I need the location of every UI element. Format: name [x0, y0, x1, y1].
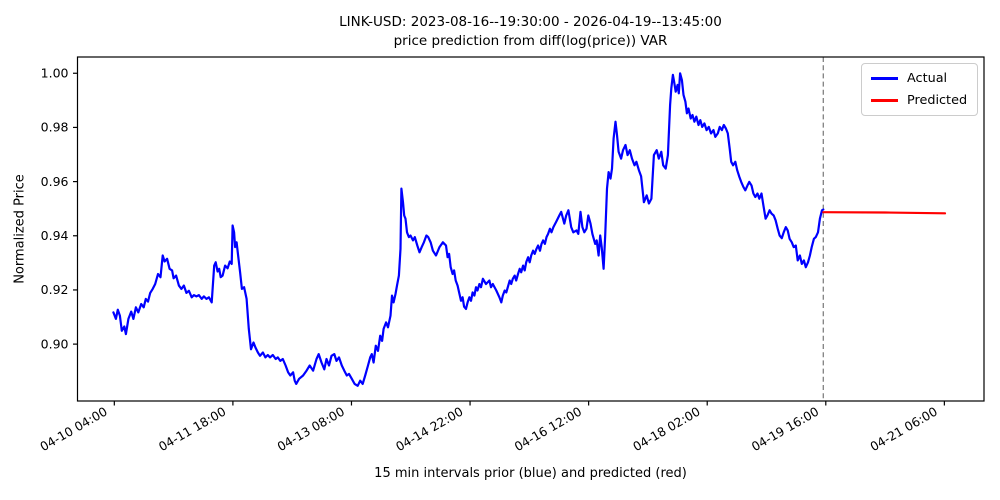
predicted-series-line	[822, 211, 947, 215]
y-tick-label: 0.96	[41, 174, 69, 189]
y-tick-label: 0.94	[41, 228, 69, 243]
chart-title: LINK-USD: 2023-08-16--19:30:00 - 2026-04…	[77, 13, 984, 50]
x-tick-label: 04-18 02:00	[631, 404, 703, 454]
y-tick-label: 1.00	[41, 66, 69, 81]
legend-item-predicted: Predicted	[871, 92, 967, 109]
chart-title-line2: price prediction from diff(log(price)) V…	[393, 32, 668, 49]
y-axis-label: Normalized Price	[12, 174, 28, 284]
x-tick-label: 04-19 16:00	[749, 404, 821, 454]
x-tick-label: 04-16 12:00	[512, 404, 584, 454]
legend-label: Predicted	[907, 93, 968, 108]
x-tick-label: 04-11 18:00	[156, 404, 228, 454]
legend-line-swatch	[871, 77, 898, 80]
legend-line-swatch	[871, 99, 898, 102]
legend-item-actual: Actual	[871, 70, 967, 87]
x-axis-label: 15 min intervals prior (blue) and predic…	[374, 466, 687, 481]
y-tick-label: 0.98	[41, 120, 69, 135]
plot-border	[76, 56, 985, 402]
x-tick-label: 04-14 22:00	[394, 404, 466, 454]
actual-series-line	[112, 72, 825, 387]
x-tick-label: 04-13 08:00	[275, 404, 347, 454]
y-tick-label: 0.92	[41, 282, 69, 297]
x-tick-label: 04-21 06:00	[868, 404, 940, 454]
x-tick-label: 04-10 04:00	[38, 404, 110, 454]
legend-label: Actual	[907, 71, 948, 86]
y-tick-label: 0.90	[41, 336, 69, 351]
chart-title-line1: LINK-USD: 2023-08-16--19:30:00 - 2026-04…	[339, 14, 722, 30]
legend: Actual Predicted	[861, 63, 979, 116]
